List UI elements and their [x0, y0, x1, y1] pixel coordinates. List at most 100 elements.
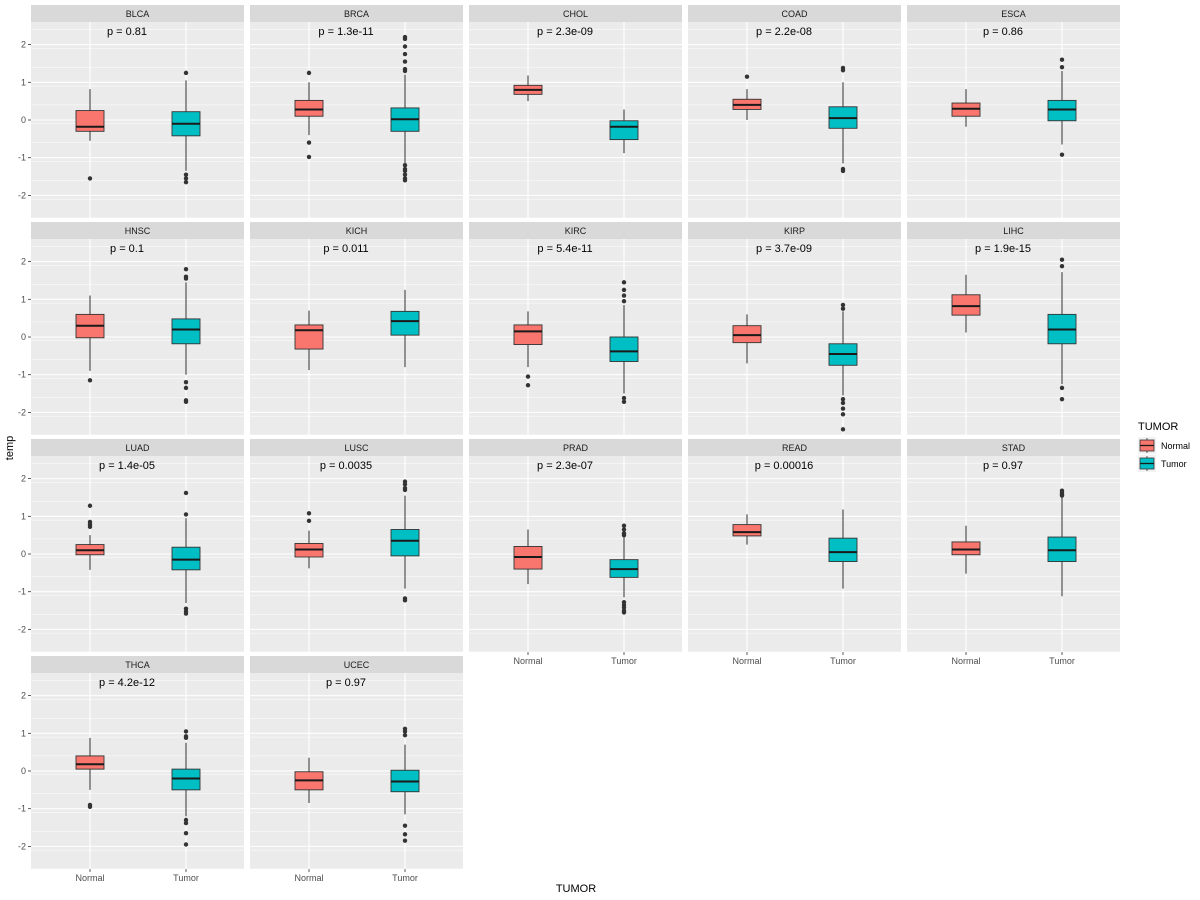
facet-panel-luad: LUAD p = 1.4e-05 -2 -1 0 1 2 — [18, 439, 244, 653]
outlier-point — [840, 302, 846, 308]
x-tick-label: Normal — [513, 656, 542, 666]
x-tick-label: Tumor — [830, 656, 856, 666]
facet-panel-blca: BLCA p = 0.81 -2 -1 0 1 2 — [18, 5, 244, 219]
box-tumor — [390, 34, 420, 183]
outlier-point — [87, 804, 93, 810]
facet-panel-ucec: UCEC p = 0.97 Normal Tumor — [250, 656, 463, 883]
facet-strip-label: LIHC — [1003, 226, 1024, 236]
outlier-point — [183, 512, 189, 517]
y-tick-label: 2 — [21, 474, 26, 484]
outlier-point — [1059, 257, 1065, 262]
box-iqr — [75, 110, 105, 132]
facet-strip — [250, 222, 463, 239]
y-axis-title: temp — [4, 436, 16, 460]
box-normal — [75, 737, 105, 810]
outlier-point — [840, 68, 846, 73]
facet-panel-esca: ESCA p = 0.86 — [907, 5, 1120, 219]
facet-strip — [31, 5, 244, 22]
outlier-point — [840, 412, 846, 417]
box-normal — [513, 75, 543, 102]
facet-panel-lusc: LUSC p = 0.0035 — [250, 439, 463, 653]
outlier-point — [840, 406, 846, 411]
box-normal — [75, 89, 105, 181]
outlier-point — [183, 276, 189, 281]
outlier-point — [840, 427, 846, 432]
y-tick-label: 1 — [21, 294, 26, 304]
outlier-point — [183, 266, 189, 272]
outlier-point — [183, 172, 189, 177]
outlier-point — [525, 383, 531, 388]
facet-strip — [907, 439, 1120, 456]
facet-panel-read: READ p = 0.00016 Normal Tumor — [688, 439, 901, 666]
box-tumor — [1047, 488, 1077, 597]
outlier-point — [87, 176, 93, 181]
y-tick-label: 2 — [21, 691, 26, 701]
y-tick-label: -2 — [18, 190, 26, 200]
facet-strip — [688, 222, 901, 239]
box-normal — [951, 525, 981, 574]
box-tumor — [171, 70, 201, 185]
x-tick-label: Normal — [294, 873, 323, 883]
box-tumor — [1047, 257, 1077, 402]
p-value-label: p = 0.86 — [983, 26, 1023, 38]
outlier-point — [402, 178, 408, 183]
facet-strip-label: COAD — [781, 9, 808, 19]
box-tumor — [390, 289, 420, 368]
box-tumor — [171, 490, 201, 616]
facet-strip-label: PRAD — [563, 443, 589, 453]
x-tick-label: Normal — [951, 656, 980, 666]
facet-panel-kirp: KIRP p = 3.7e-09 — [688, 222, 901, 436]
outlier-point — [402, 44, 408, 49]
facet-panel-kirc: KIRC p = 5.4e-11 — [469, 222, 682, 436]
box-iqr — [294, 99, 324, 117]
facet-strip — [31, 439, 244, 456]
p-value-label: p = 4.2e-12 — [99, 677, 155, 689]
outlier-point — [1059, 396, 1065, 402]
box-tumor — [609, 523, 639, 615]
outlier-point — [306, 70, 312, 76]
outlier-point — [183, 611, 189, 616]
outlier-point — [1059, 65, 1065, 70]
box-tumor — [390, 726, 420, 843]
p-value-label: p = 0.97 — [326, 677, 366, 689]
box-iqr — [171, 546, 201, 571]
x-tick-label: Tumor — [611, 656, 637, 666]
facet-strip-label: READ — [782, 443, 808, 453]
facet-strip-label: THCA — [125, 660, 150, 670]
outlier-point — [744, 74, 750, 79]
y-tick-label: -1 — [18, 370, 26, 380]
outlier-point — [402, 168, 408, 174]
x-tick-label: Tumor — [173, 873, 199, 883]
x-tick-label: Tumor — [1049, 656, 1075, 666]
outlier-point — [402, 598, 408, 603]
box-tumor — [1047, 57, 1077, 157]
outlier-point — [621, 527, 627, 532]
facet-strip — [907, 222, 1120, 239]
outlier-point — [183, 820, 189, 826]
y-tick-label: 0 — [21, 115, 26, 125]
box-iqr — [171, 318, 201, 345]
outlier-point — [621, 399, 627, 405]
outlier-point — [1059, 493, 1065, 498]
outlier-point — [402, 487, 408, 493]
outlier-point — [183, 830, 189, 836]
y-tick-label: -2 — [18, 624, 26, 634]
p-value-label: p = 1.9e-15 — [975, 243, 1031, 255]
x-tick-label: Normal — [732, 656, 761, 666]
outlier-point — [840, 306, 846, 311]
facet-panel-prad: PRAD p = 2.3e-07 Normal Tumor — [469, 439, 682, 666]
outlier-point — [1059, 385, 1065, 391]
facet-panel-coad: COAD p = 2.2e-08 — [688, 5, 901, 219]
facet-strip — [469, 5, 682, 22]
facet-panel-stad: STAD p = 0.97 Normal Tumor — [907, 439, 1120, 666]
outlier-point — [183, 729, 189, 734]
facet-panel-lihc: LIHC p = 1.9e-15 — [907, 222, 1120, 436]
y-tick-label: -1 — [18, 804, 26, 814]
outlier-point — [621, 293, 627, 298]
y-tick-label: -1 — [18, 587, 26, 597]
facet-strip-label: CHOL — [563, 9, 588, 19]
outlier-point — [840, 400, 846, 406]
facet-strip-label: KIRP — [784, 226, 805, 236]
outlier-point — [1059, 152, 1065, 157]
outlier-point — [87, 524, 93, 530]
